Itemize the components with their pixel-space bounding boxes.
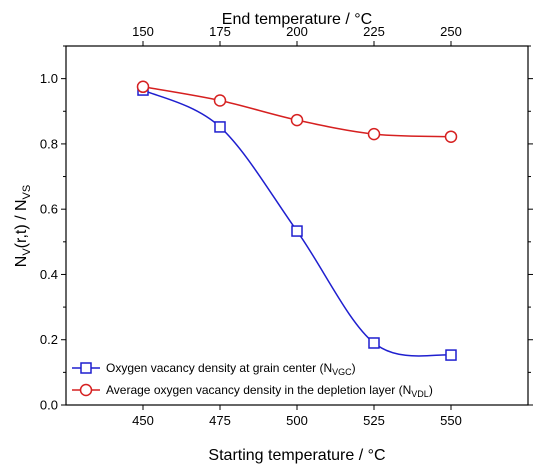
legend-item-grain-center: Oxygen vacancy density at grain center (… xyxy=(72,361,356,377)
top-axis-label: End temperature / °C xyxy=(222,11,372,28)
legend-square-marker xyxy=(80,362,92,374)
data-point-circle xyxy=(136,80,150,94)
legend-label-grain-center: Oxygen vacancy density at grain center (… xyxy=(106,361,356,377)
x-tick-label: 475 xyxy=(209,413,231,428)
x2-tick-label: 175 xyxy=(209,24,231,39)
y-tick-label: 0.2 xyxy=(40,332,58,347)
y-tick-label: 0.4 xyxy=(40,267,58,282)
y-tick-label: 1.0 xyxy=(40,71,58,86)
axis-ticks: 450 150 475 175 500 200 525 225 550 250 0.0 0.2 0.4 0… xyxy=(40,24,533,428)
series-line xyxy=(142,86,452,138)
legend-label-depletion-layer: Average oxygen vacancy density in the de… xyxy=(106,383,433,399)
legend-item-depletion-layer: Average oxygen vacancy density in the de… xyxy=(72,383,433,399)
x-tick-label: 525 xyxy=(363,413,385,428)
x2-tick-label: 225 xyxy=(363,24,385,39)
data-point-square xyxy=(214,121,226,133)
data-point-square xyxy=(291,225,303,237)
series-1 xyxy=(136,80,458,143)
y-axis-label: NV(r,t) / NVS xyxy=(13,185,33,267)
data-point-circle xyxy=(444,130,458,143)
bottom-axis-label: Starting temperature / °C xyxy=(208,447,385,464)
data-point-circle xyxy=(213,94,227,107)
data-point-circle xyxy=(367,127,381,141)
series-layer xyxy=(136,80,458,361)
y-tick-label: 0.0 xyxy=(40,398,58,413)
series-line xyxy=(142,89,452,357)
y-tick-label: 0.8 xyxy=(40,136,58,151)
x2-tick-label: 250 xyxy=(440,24,462,39)
data-point-circle xyxy=(290,113,304,127)
data-point-square xyxy=(368,337,380,349)
data-point-square xyxy=(445,349,457,361)
x-tick-label: 500 xyxy=(286,413,308,428)
legend-circle-marker xyxy=(79,383,93,397)
legend: Oxygen vacancy density at grain center (… xyxy=(72,361,433,399)
x2-tick-label: 150 xyxy=(132,24,154,39)
x2-tick-label: 200 xyxy=(286,24,308,39)
y-tick-label: 0.6 xyxy=(40,202,58,217)
x-tick-label: 550 xyxy=(440,413,462,428)
x-tick-label: 450 xyxy=(132,413,154,428)
